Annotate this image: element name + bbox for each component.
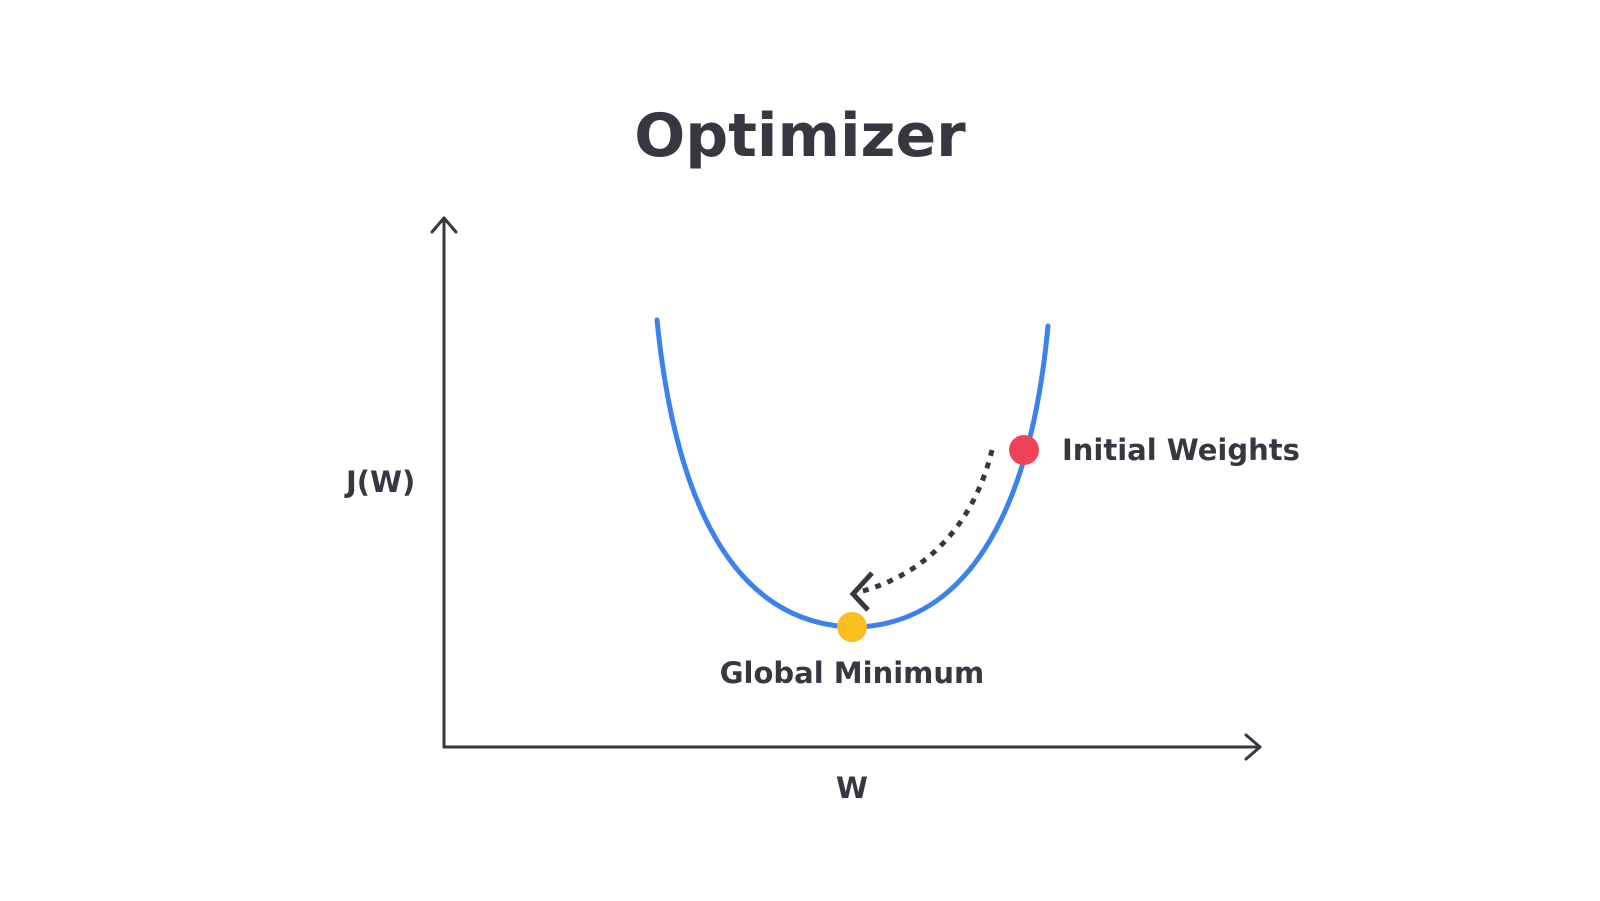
x-axis-arrowhead [1244, 733, 1262, 761]
initial-weights-label: Initial Weights [1062, 433, 1300, 467]
gradient-step-path [854, 449, 995, 596]
y-axis-arrowhead [430, 216, 458, 234]
global-minimum-label: Global Minimum [720, 656, 985, 690]
initial-weights-point [1009, 435, 1039, 465]
gradient-step-arrowhead [849, 571, 874, 612]
x-axis-label: W [836, 771, 868, 805]
cost-curve [654, 317, 1051, 630]
global-minimum-point [837, 612, 867, 642]
y-axis-label: J(W) [344, 465, 415, 499]
diagram-title: Optimizer [634, 101, 966, 171]
